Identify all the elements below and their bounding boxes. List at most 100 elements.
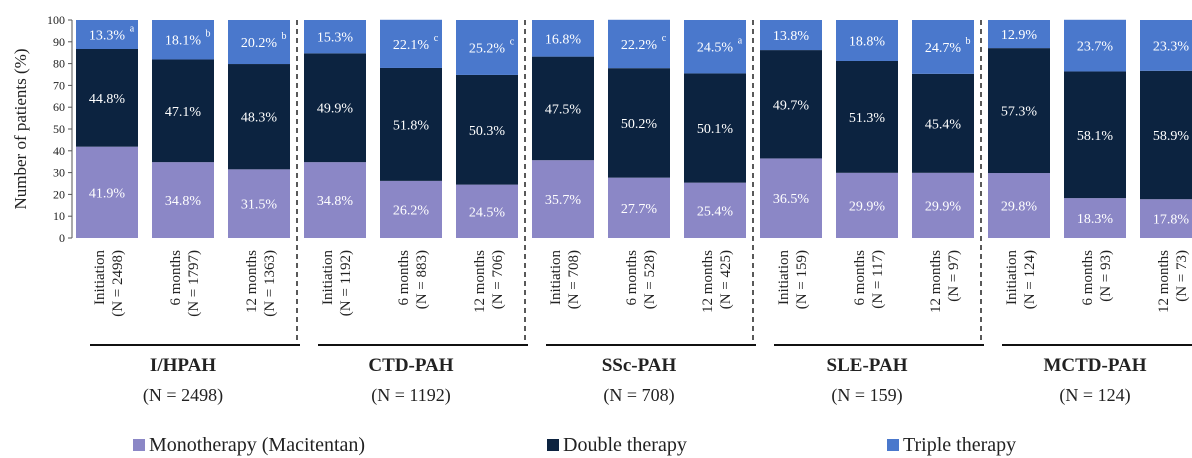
- significance-marker: b: [282, 31, 287, 42]
- data-label: 29.8%: [1001, 200, 1038, 215]
- y-tick-label: 50: [53, 122, 65, 136]
- significance-marker: c: [510, 36, 515, 47]
- bar-segment-triple: [304, 20, 366, 54]
- data-label: 58.1%: [1077, 129, 1114, 144]
- bar-segment-monotherapy: [760, 158, 822, 238]
- data-label: 31.5%: [241, 198, 278, 213]
- x-category-count: (N = 73): [1174, 250, 1190, 302]
- x-category-count: (N = 708): [566, 250, 582, 309]
- data-label: 29.9%: [925, 199, 962, 214]
- group-name: SSc-PAH: [602, 355, 677, 376]
- data-label: 18.3%: [1077, 212, 1114, 227]
- bar-segment-triple: [1064, 19, 1126, 72]
- bar-segment-triple: [152, 20, 214, 60]
- bar-segment-double: [760, 50, 822, 159]
- bar-segment-triple: [1140, 20, 1192, 71]
- data-label: 47.5%: [545, 102, 582, 117]
- data-label: 41.9%: [89, 186, 126, 201]
- data-label: 23.3%: [1153, 39, 1190, 54]
- x-category-label: Initiation: [548, 250, 564, 305]
- bar-segment-triple: [988, 20, 1050, 49]
- x-category-label: Initiation: [776, 250, 792, 305]
- data-label: 25.2%: [469, 41, 506, 56]
- data-label: 13.8%: [773, 29, 810, 44]
- bar-segment-triple: [532, 20, 594, 57]
- data-label: 57.3%: [1001, 105, 1038, 120]
- data-label: 12.9%: [1001, 28, 1038, 43]
- data-label: 51.3%: [849, 111, 886, 126]
- data-label: 13.3%: [89, 28, 126, 43]
- bar-segment-double: [76, 48, 138, 147]
- legend-label: Triple therapy: [903, 434, 1016, 456]
- legend-label: Monotherapy (Macitentan): [149, 434, 365, 456]
- x-category-label: 12 months: [700, 250, 716, 313]
- bar-segment-monotherapy: [304, 162, 366, 238]
- significance-marker: c: [662, 33, 667, 44]
- data-label: 24.5%: [697, 41, 734, 56]
- y-tick-label: 0: [59, 231, 65, 245]
- x-category-label: 6 months: [1080, 250, 1096, 306]
- x-category-label: 12 months: [1156, 250, 1172, 313]
- data-label: 18.8%: [849, 34, 886, 49]
- bar-segment-double: [1064, 71, 1126, 199]
- data-label: 50.3%: [469, 124, 506, 139]
- y-tick-label: 40: [53, 144, 65, 158]
- data-label: 44.8%: [89, 92, 126, 107]
- x-category-count: (N = 425): [718, 250, 734, 309]
- x-category-label: 12 months: [928, 250, 944, 313]
- bar-segment-double: [1140, 70, 1192, 200]
- bar-segment-double: [684, 73, 746, 183]
- legend-swatch: [133, 439, 145, 451]
- data-label: 27.7%: [621, 202, 658, 217]
- data-label: 36.5%: [773, 192, 810, 207]
- x-category-label: 6 months: [396, 250, 412, 306]
- bar-segment-double: [608, 68, 670, 178]
- group-name: CTD-PAH: [368, 355, 453, 376]
- x-category-count: (N = 93): [1098, 250, 1114, 302]
- data-label: 22.2%: [621, 38, 658, 53]
- bar-segment-triple: [684, 20, 746, 74]
- data-label: 50.2%: [621, 117, 658, 132]
- significance-marker: c: [434, 33, 439, 44]
- y-tick-label: 90: [53, 35, 65, 49]
- bar-segment-monotherapy: [608, 177, 670, 238]
- data-label: 51.8%: [393, 118, 430, 133]
- data-label: 25.4%: [697, 204, 734, 219]
- bar-segment-triple: [836, 20, 898, 61]
- x-category-label: 12 months: [244, 250, 260, 313]
- group-count: (N = 159): [831, 385, 902, 406]
- data-label: 50.1%: [697, 122, 734, 137]
- group-count: (N = 2498): [143, 385, 223, 406]
- data-label: 47.1%: [165, 105, 202, 120]
- data-label: 49.7%: [773, 98, 810, 113]
- bar-segment-double: [532, 56, 594, 161]
- x-category-count: (N = 2498): [110, 250, 126, 317]
- bar-segment-monotherapy: [1140, 199, 1192, 238]
- x-category-label: 6 months: [624, 250, 640, 306]
- y-axis-label: Number of patients (%): [11, 49, 30, 210]
- legend-swatch: [547, 439, 559, 451]
- x-category-label: 12 months: [472, 250, 488, 313]
- bar-segment-double: [836, 60, 898, 173]
- y-tick-label: 20: [53, 187, 65, 201]
- data-label: 58.9%: [1153, 129, 1190, 144]
- data-label: 49.9%: [317, 102, 354, 117]
- x-category-count: (N = 883): [414, 250, 430, 309]
- data-label: 45.4%: [925, 117, 962, 132]
- bar-segment-triple: [380, 19, 442, 68]
- data-label: 29.9%: [849, 199, 886, 214]
- group-name: I/HPAH: [150, 355, 216, 376]
- bar-segment-monotherapy: [152, 162, 214, 238]
- legend-label: Double therapy: [563, 434, 687, 456]
- significance-marker: b: [206, 29, 211, 40]
- bar-segment-monotherapy: [1064, 198, 1126, 238]
- data-label: 23.7%: [1077, 40, 1114, 55]
- x-category-count: (N = 1363): [262, 250, 278, 317]
- bar-segment-triple: [912, 20, 974, 74]
- bar-segment-double: [304, 53, 366, 163]
- group-count: (N = 1192): [371, 385, 450, 406]
- data-label: 35.7%: [545, 193, 582, 208]
- data-label: 17.8%: [1153, 213, 1190, 228]
- bar-segment-triple: [456, 20, 518, 75]
